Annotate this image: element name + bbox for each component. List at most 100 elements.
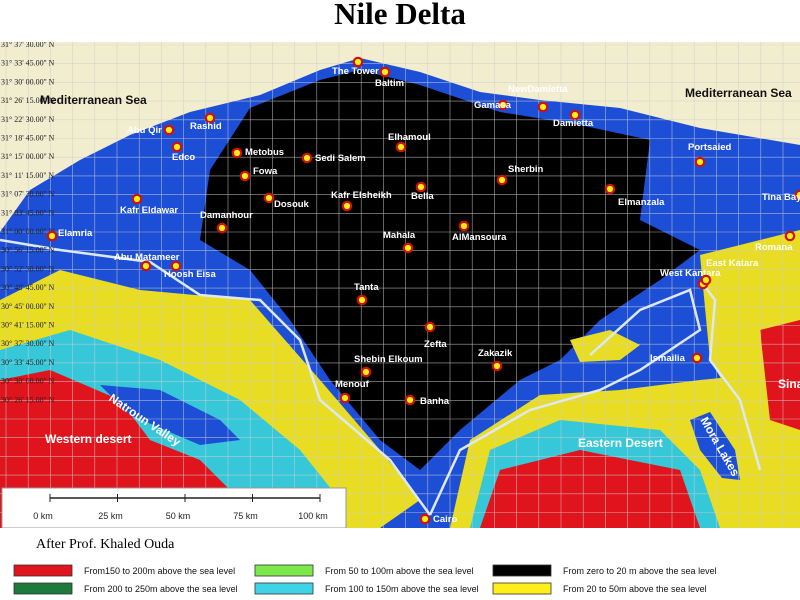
city-label: Tina Bay — [762, 192, 800, 203]
latitude-label: 30° 26' 15.00'' N — [1, 395, 55, 404]
latitude-label: 30° 52' 30.00'' N — [1, 264, 55, 273]
latitude-label: 30° 37' 30.00'' N — [1, 339, 55, 348]
city-label: Baltim — [375, 78, 404, 89]
city-label: Damanhour — [200, 210, 253, 221]
latitude-label: 30° 56' 15.00'' N — [1, 246, 55, 255]
scale-box — [1, 487, 347, 528]
grid — [0, 42, 800, 528]
city-label: West Kantara — [660, 268, 721, 279]
map-area: 31° 37' 30.00'' N 31° 33' 45.00'' N 31° 30… — [0, 40, 800, 528]
region-label: Eastern Desert — [578, 436, 663, 450]
legend-swatch — [492, 582, 552, 595]
latitude-label: 30° 30' 00.00'' N — [1, 377, 55, 386]
region-label: Western desert — [45, 432, 131, 446]
map-title: Nile Delta — [334, 0, 466, 31]
city-label: Ismailia — [650, 353, 686, 364]
region-label: Mediterranean Sea — [40, 93, 147, 107]
latitude-label: 30° 45' 00.00'' N — [1, 302, 55, 311]
legend-swatch — [254, 582, 314, 595]
legend-label: From 100 to 150m above the sea level — [325, 584, 479, 594]
city-label: Kafr Eldawar — [120, 205, 178, 216]
city-label: Elamria — [58, 228, 93, 239]
latitude-label: 31° 03' 45.00'' N — [1, 208, 55, 217]
city-marker — [360, 366, 372, 378]
city-marker — [339, 392, 351, 404]
city-marker — [171, 141, 183, 153]
city-label: Abu Qir — [127, 125, 162, 136]
latitude-label: 31° 00' 00.00'' N — [1, 227, 55, 236]
city-label: Romana — [755, 242, 793, 253]
scale-label: 25 km — [98, 511, 123, 521]
boundaries — [0, 238, 762, 516]
legend-swatch — [13, 564, 73, 577]
city-marker — [415, 181, 427, 193]
city-marker — [204, 112, 216, 124]
legend-label: From150 to 200m above the sea level — [84, 566, 235, 576]
latitude-label: 30° 33' 45.00'' N — [1, 358, 55, 367]
city-marker — [131, 193, 143, 205]
city-marker — [263, 192, 275, 204]
legend: From150 to 200m above the sea level From … — [13, 564, 717, 595]
scale-label: 75 km — [233, 511, 258, 521]
city-marker — [491, 360, 503, 372]
region-label: Sinai — [778, 377, 800, 391]
city-label: Hoosh Eisa — [164, 269, 216, 280]
city-label: Rashid — [190, 121, 222, 132]
legend-swatch — [492, 564, 552, 577]
city-marker — [458, 220, 470, 232]
legend-label: From 20 to 50m above the sea level — [563, 584, 707, 594]
city-label: Portsaied — [688, 142, 731, 153]
city-label: Metobus — [245, 147, 284, 158]
city-marker — [341, 200, 353, 212]
latitude-label: 31° 15' 00.00'' N — [1, 152, 55, 161]
city-label: Mahala — [383, 230, 416, 241]
legend-swatch — [254, 564, 314, 577]
city-marker — [163, 124, 175, 136]
latitude-label: 31° 11' 15.00'' N — [1, 171, 54, 180]
legend-swatch — [13, 582, 73, 595]
city-marker — [46, 230, 58, 242]
city-marker — [496, 174, 508, 186]
city-marker — [569, 109, 581, 121]
east-red — [480, 450, 700, 528]
legend-label: From 200 to 250m above the sea level — [84, 584, 238, 594]
city-marker — [604, 183, 616, 195]
city-label: Bella — [411, 191, 434, 202]
city-label: AlMansoura — [452, 232, 507, 243]
canal — [699, 279, 762, 471]
city-label: Elhamoul — [388, 132, 431, 143]
city-label: Dosouk — [274, 199, 310, 210]
latitude-label: 30° 48' 45.00'' N — [1, 283, 55, 292]
city-marker — [231, 147, 243, 159]
latitude-labels: 31° 37' 30.00'' N 31° 33' 45.00'' N 31° 30… — [1, 40, 55, 404]
city-marker — [170, 260, 182, 272]
city-marker — [694, 156, 706, 168]
city-marker — [691, 352, 703, 364]
city-label: Banha — [420, 396, 450, 407]
yellow-patch — [570, 330, 640, 362]
latitude-label: 31° 37' 30.00'' N — [1, 40, 55, 49]
sinai-red — [760, 320, 800, 430]
latitude-label: 31° 18' 45.00'' N — [1, 134, 55, 143]
city-marker — [402, 242, 414, 254]
latitude-label: 31° 07' 30.00'' N — [1, 190, 55, 199]
city-marker — [419, 513, 431, 525]
city-marker — [379, 66, 391, 78]
city-marker — [404, 394, 416, 406]
city-marker — [700, 274, 712, 286]
city-marker — [537, 101, 549, 113]
scale-label: 0 km — [33, 511, 53, 521]
city-label: Damietta — [553, 118, 594, 129]
city-label: Tanta — [354, 282, 379, 293]
city-label: Zefta — [424, 339, 447, 350]
city-label: Abu Matameer — [114, 252, 180, 263]
legend-label: From zero to 20 m above the sea level — [563, 566, 717, 576]
legend-label: From 50 to 100m above the sea level — [325, 566, 474, 576]
city-label: NewDamietta — [508, 84, 568, 95]
city-label: Gamasa — [474, 100, 512, 111]
city-marker — [497, 99, 509, 111]
latitude-label: 31° 30' 00.00'' N — [1, 77, 55, 86]
region-label: Mediterranean Sea — [685, 86, 792, 100]
